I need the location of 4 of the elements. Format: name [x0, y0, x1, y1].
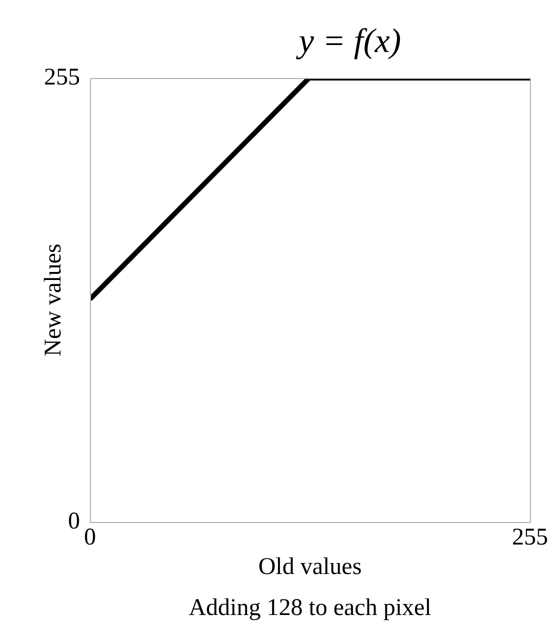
text: Adding 128 to each pixel	[188, 595, 432, 621]
chart-title: y = f(x)	[296, 23, 402, 60]
x-axis-title: Old values	[258, 554, 362, 580]
y-axis-title: New values	[40, 244, 67, 356]
